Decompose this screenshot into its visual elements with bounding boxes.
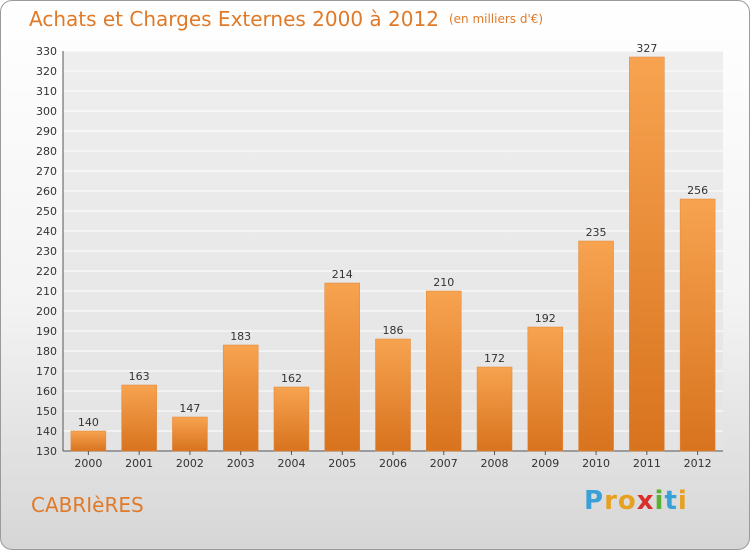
y-tick-label: 200 <box>36 305 57 318</box>
x-tick-label: 2006 <box>379 457 407 470</box>
data-label: 162 <box>281 372 302 385</box>
y-tick-label: 270 <box>36 165 57 178</box>
x-tick-label: 2005 <box>328 457 356 470</box>
logo-letter: i <box>677 486 688 516</box>
logo-letter: o <box>617 486 637 516</box>
bar <box>679 198 716 452</box>
y-tick-label: 280 <box>36 145 57 158</box>
y-tick-label: 220 <box>36 265 57 278</box>
chart-title: Achats et Charges Externes 2000 à 2012 (e… <box>29 7 543 31</box>
bar <box>629 56 665 452</box>
x-tick-label: 2002 <box>176 457 204 470</box>
x-tick-label: 2012 <box>684 457 712 470</box>
y-tick-label: 320 <box>36 65 57 78</box>
x-tick-label: 2011 <box>633 457 661 470</box>
logo-letter: i <box>654 486 665 516</box>
y-tick-label: 160 <box>36 385 57 398</box>
x-tick-label: 2001 <box>125 457 153 470</box>
y-tick-label: 150 <box>36 405 57 418</box>
data-label: 256 <box>687 184 708 197</box>
y-tick-label: 140 <box>36 425 57 438</box>
y-tick-label: 250 <box>36 205 57 218</box>
data-label: 192 <box>535 312 556 325</box>
y-tick-label: 190 <box>36 325 57 338</box>
bar <box>121 384 157 452</box>
y-tick-label: 300 <box>36 105 57 118</box>
x-tick-label: 2003 <box>227 457 255 470</box>
town-name: CABRIèRES <box>31 493 144 517</box>
data-label: 183 <box>230 330 251 343</box>
y-tick-label: 180 <box>36 345 57 358</box>
y-tick-label: 240 <box>36 225 57 238</box>
data-label: 214 <box>332 268 353 281</box>
y-tick-label: 170 <box>36 365 57 378</box>
y-tick-label: 330 <box>36 45 57 58</box>
proxiti-logo: Proxiti <box>584 486 688 516</box>
x-tick-label: 2009 <box>531 457 559 470</box>
x-tick-label: 2004 <box>277 457 305 470</box>
logo-letter: r <box>604 486 618 516</box>
data-label: 327 <box>636 42 657 55</box>
x-tick-label: 2008 <box>481 457 509 470</box>
bar <box>222 344 259 452</box>
y-tick-label: 260 <box>36 185 57 198</box>
x-tick-label: 2010 <box>582 457 610 470</box>
data-label: 140 <box>78 416 99 429</box>
chart-unit: (en milliers d'€) <box>448 12 544 26</box>
bar <box>527 326 564 452</box>
bar <box>426 290 462 452</box>
y-tick-label: 290 <box>36 125 57 138</box>
bar <box>375 338 411 452</box>
bar <box>578 240 614 452</box>
bar <box>476 366 513 452</box>
x-tick-label: 2000 <box>74 457 102 470</box>
data-label: 235 <box>586 226 607 239</box>
bar <box>172 416 208 452</box>
bar <box>273 386 310 452</box>
data-label: 210 <box>433 276 454 289</box>
y-tick-label: 310 <box>36 85 57 98</box>
chart-title-text: Achats et Charges Externes 2000 à 2012 <box>29 7 439 31</box>
logo-letter: t <box>664 486 678 516</box>
logo-letter: x <box>636 486 655 516</box>
data-label: 163 <box>129 370 150 383</box>
logo-letter: P <box>584 486 605 516</box>
data-label: 147 <box>179 402 200 415</box>
y-tick-label: 210 <box>36 285 57 298</box>
y-tick-label: 130 <box>36 445 57 458</box>
x-tick-label: 2007 <box>430 457 458 470</box>
data-label: 172 <box>484 352 505 365</box>
y-tick-label: 230 <box>36 245 57 258</box>
data-label: 186 <box>383 324 404 337</box>
bar <box>70 430 107 452</box>
bar <box>324 282 360 452</box>
